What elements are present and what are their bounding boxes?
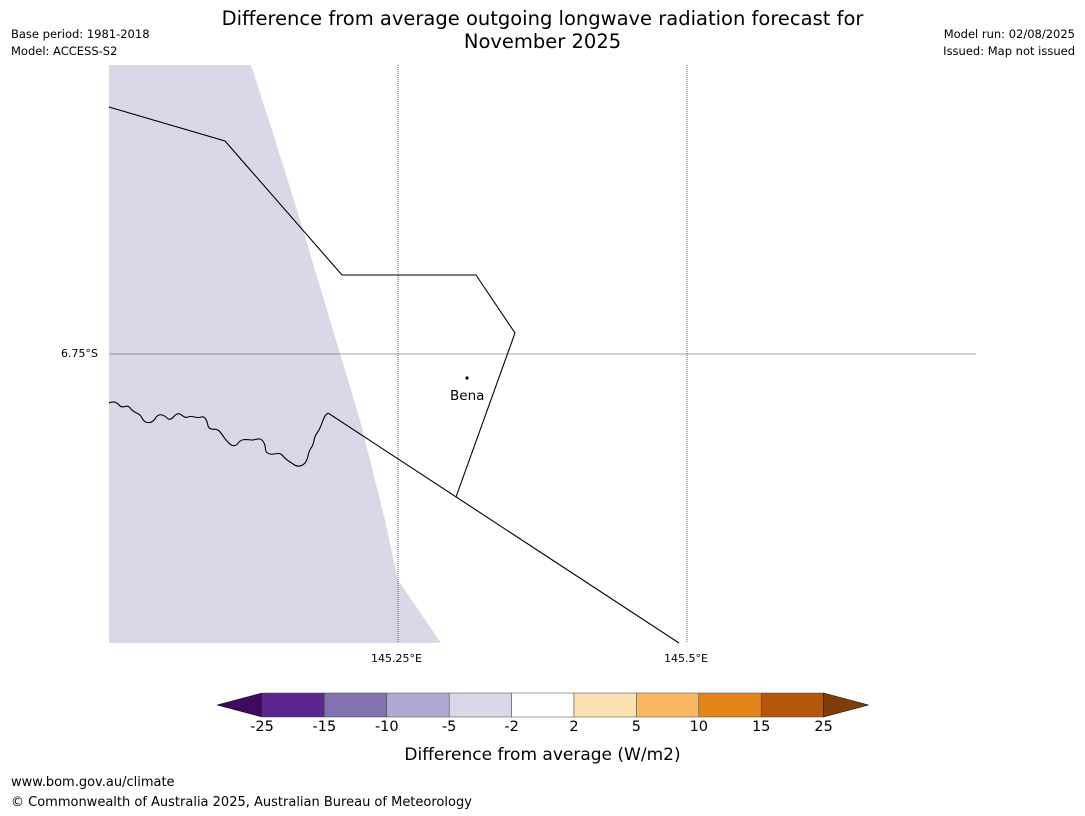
issued-text: Issued: Map not issued: [943, 44, 1075, 58]
colorbar-extend-high: [823, 692, 870, 718]
map-plot: [108, 65, 976, 644]
colorbar-segment: [698, 692, 762, 718]
colorbar-tick-label: 5: [631, 719, 641, 735]
river-boundary: [108, 401, 329, 467]
colorbar-tick-label: 10: [689, 719, 709, 735]
colorbar-segment: [448, 692, 512, 718]
town-marker-bena: [465, 376, 469, 380]
colorbar-tick-label: -10: [374, 719, 399, 735]
colorbar-extend-low: [216, 692, 263, 718]
province-boundary-north: [108, 106, 516, 498]
footer-url: www.bom.gov.au/climate: [11, 775, 175, 790]
colorbar-segment: [261, 692, 325, 718]
colorbar-segment: [324, 692, 388, 718]
model-text: Model: ACCESS-S2: [11, 44, 118, 58]
footer-copyright: © Commonwealth of Australia 2025, Austra…: [11, 795, 472, 810]
title-line-2: November 2025: [463, 30, 622, 53]
meta-right: Model run: 02/08/2025 Issued: Map not is…: [943, 26, 1075, 60]
colorbar: [216, 692, 870, 718]
colorbar-segment: [386, 692, 450, 718]
lon-label-1: 145.25°E: [371, 652, 422, 665]
colorbar-tick-label: 2: [569, 719, 579, 735]
colorbar-tick-label: -5: [441, 719, 457, 735]
lat-label: 6.75°S: [61, 347, 98, 360]
province-boundary-south: [327, 412, 680, 644]
map-title: Difference from average outgoing longwav…: [0, 7, 1085, 53]
town-label-bena: Bena: [450, 388, 485, 404]
base-period-text: Base period: 1981-2018: [11, 27, 150, 41]
lon-label-2: 145.5°E: [664, 652, 708, 665]
colorbar-segment: [511, 692, 575, 718]
colorbar-segment: [573, 692, 637, 718]
colorbar-segment: [636, 692, 700, 718]
colorbar-tick-label: 15: [751, 719, 771, 735]
colorbar-segment: [760, 692, 824, 718]
colorbar-tick-label: -15: [312, 719, 337, 735]
model-run-text: Model run: 02/08/2025: [943, 27, 1075, 41]
title-line-1: Difference from average outgoing longwav…: [221, 7, 864, 30]
colorbar-tick-label: -2: [504, 719, 519, 735]
colorbar-tick-label: -25: [250, 719, 274, 735]
meta-left: Base period: 1981-2018 Model: ACCESS-S2: [11, 26, 150, 60]
colorbar-tick-label: 25: [814, 719, 833, 735]
colorbar-title: Difference from average (W/m2): [404, 745, 681, 765]
